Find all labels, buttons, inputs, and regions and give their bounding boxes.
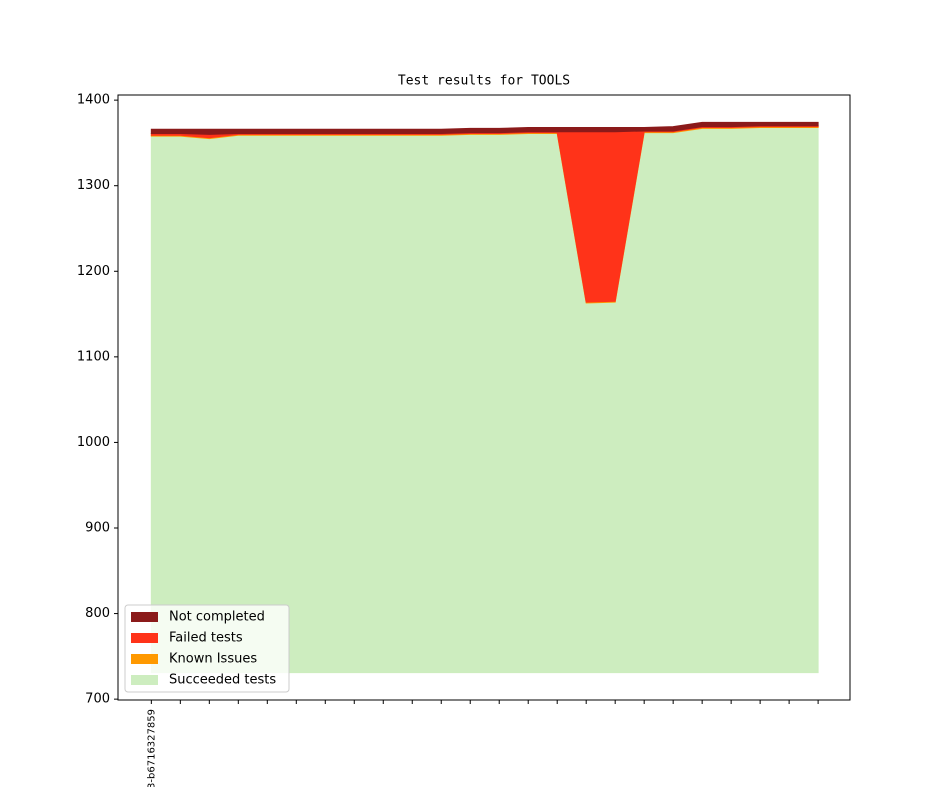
y-tick-label: 800 <box>85 606 110 621</box>
legend-swatch <box>131 654 158 664</box>
y-tick-label: 1100 <box>77 349 110 364</box>
legend-swatch <box>131 633 158 643</box>
chart-title: Test results for TOOLS <box>398 74 570 89</box>
y-tick-label: 1200 <box>77 264 110 279</box>
y-tick-label: 1000 <box>77 435 110 450</box>
legend: Not completed Failed tests Known Issues Suc… <box>124 604 290 693</box>
legend-label: Succeeded tests <box>169 673 276 688</box>
area <box>150 121 819 135</box>
legend-swatch <box>131 612 158 622</box>
area <box>150 127 819 674</box>
y-tick-label: 700 <box>85 692 110 707</box>
legend-label: Failed tests <box>169 631 243 646</box>
legend-box <box>124 604 290 693</box>
y-tick-label: 1300 <box>77 178 110 193</box>
y-tick-label: 900 <box>85 520 110 535</box>
legend-label: Not completed <box>169 610 265 625</box>
plot-frame <box>117 94 851 701</box>
legend-label: Known Issues <box>169 652 257 667</box>
y-tick-label: 1400 <box>77 93 110 108</box>
legend-swatch <box>131 675 158 685</box>
x-tick-label: 3-b6716327859 <box>146 709 157 787</box>
